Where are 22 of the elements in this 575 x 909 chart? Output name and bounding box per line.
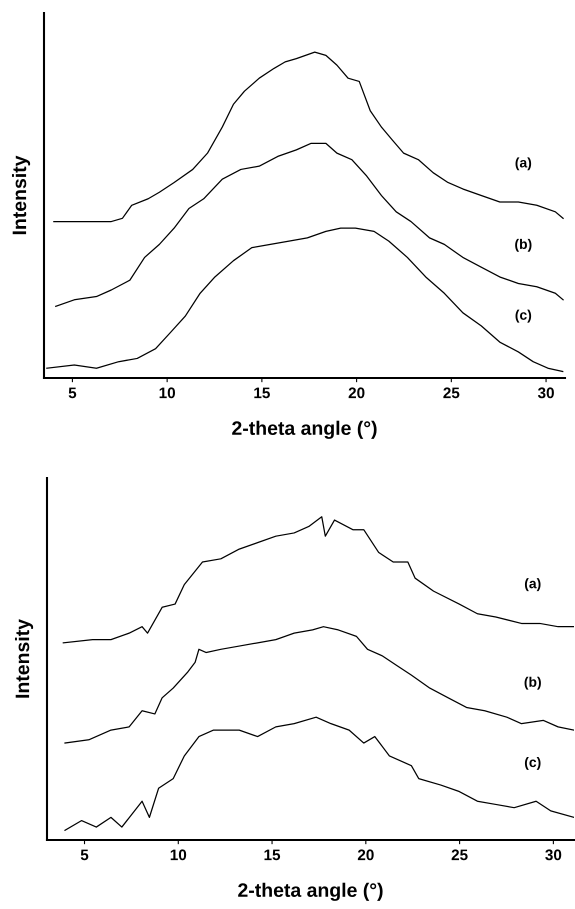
x-tick-label: 25	[443, 387, 460, 398]
x-axis-title: 2-theta angle (°)	[238, 882, 383, 901]
x-tick-label: 20	[358, 849, 374, 860]
text: (a)	[516, 157, 532, 170]
x-tick-label: 30	[545, 849, 562, 860]
x-tick-label: 20	[348, 387, 364, 398]
y-axis-title: Intensity	[12, 156, 30, 234]
x-tick-label: 10	[160, 387, 176, 398]
x-tick-label: 15	[254, 388, 270, 398]
text: (a)	[524, 578, 541, 592]
series-label: (c)	[516, 310, 532, 323]
text: (c)	[524, 756, 541, 770]
x-tick-label: 10	[170, 849, 186, 860]
text: (b)	[524, 676, 541, 690]
x-tick-label: 15	[264, 850, 280, 860]
x-tick-label: 30	[538, 387, 554, 398]
x-tick-label: 5	[80, 850, 88, 860]
x-axis-title: 2-theta angle (°)	[232, 420, 377, 439]
y-axis-title: Intensity	[14, 619, 34, 698]
x-tick-label: 5	[68, 388, 76, 398]
x-tick-label: 25	[452, 849, 468, 860]
text: (b)	[515, 238, 532, 252]
